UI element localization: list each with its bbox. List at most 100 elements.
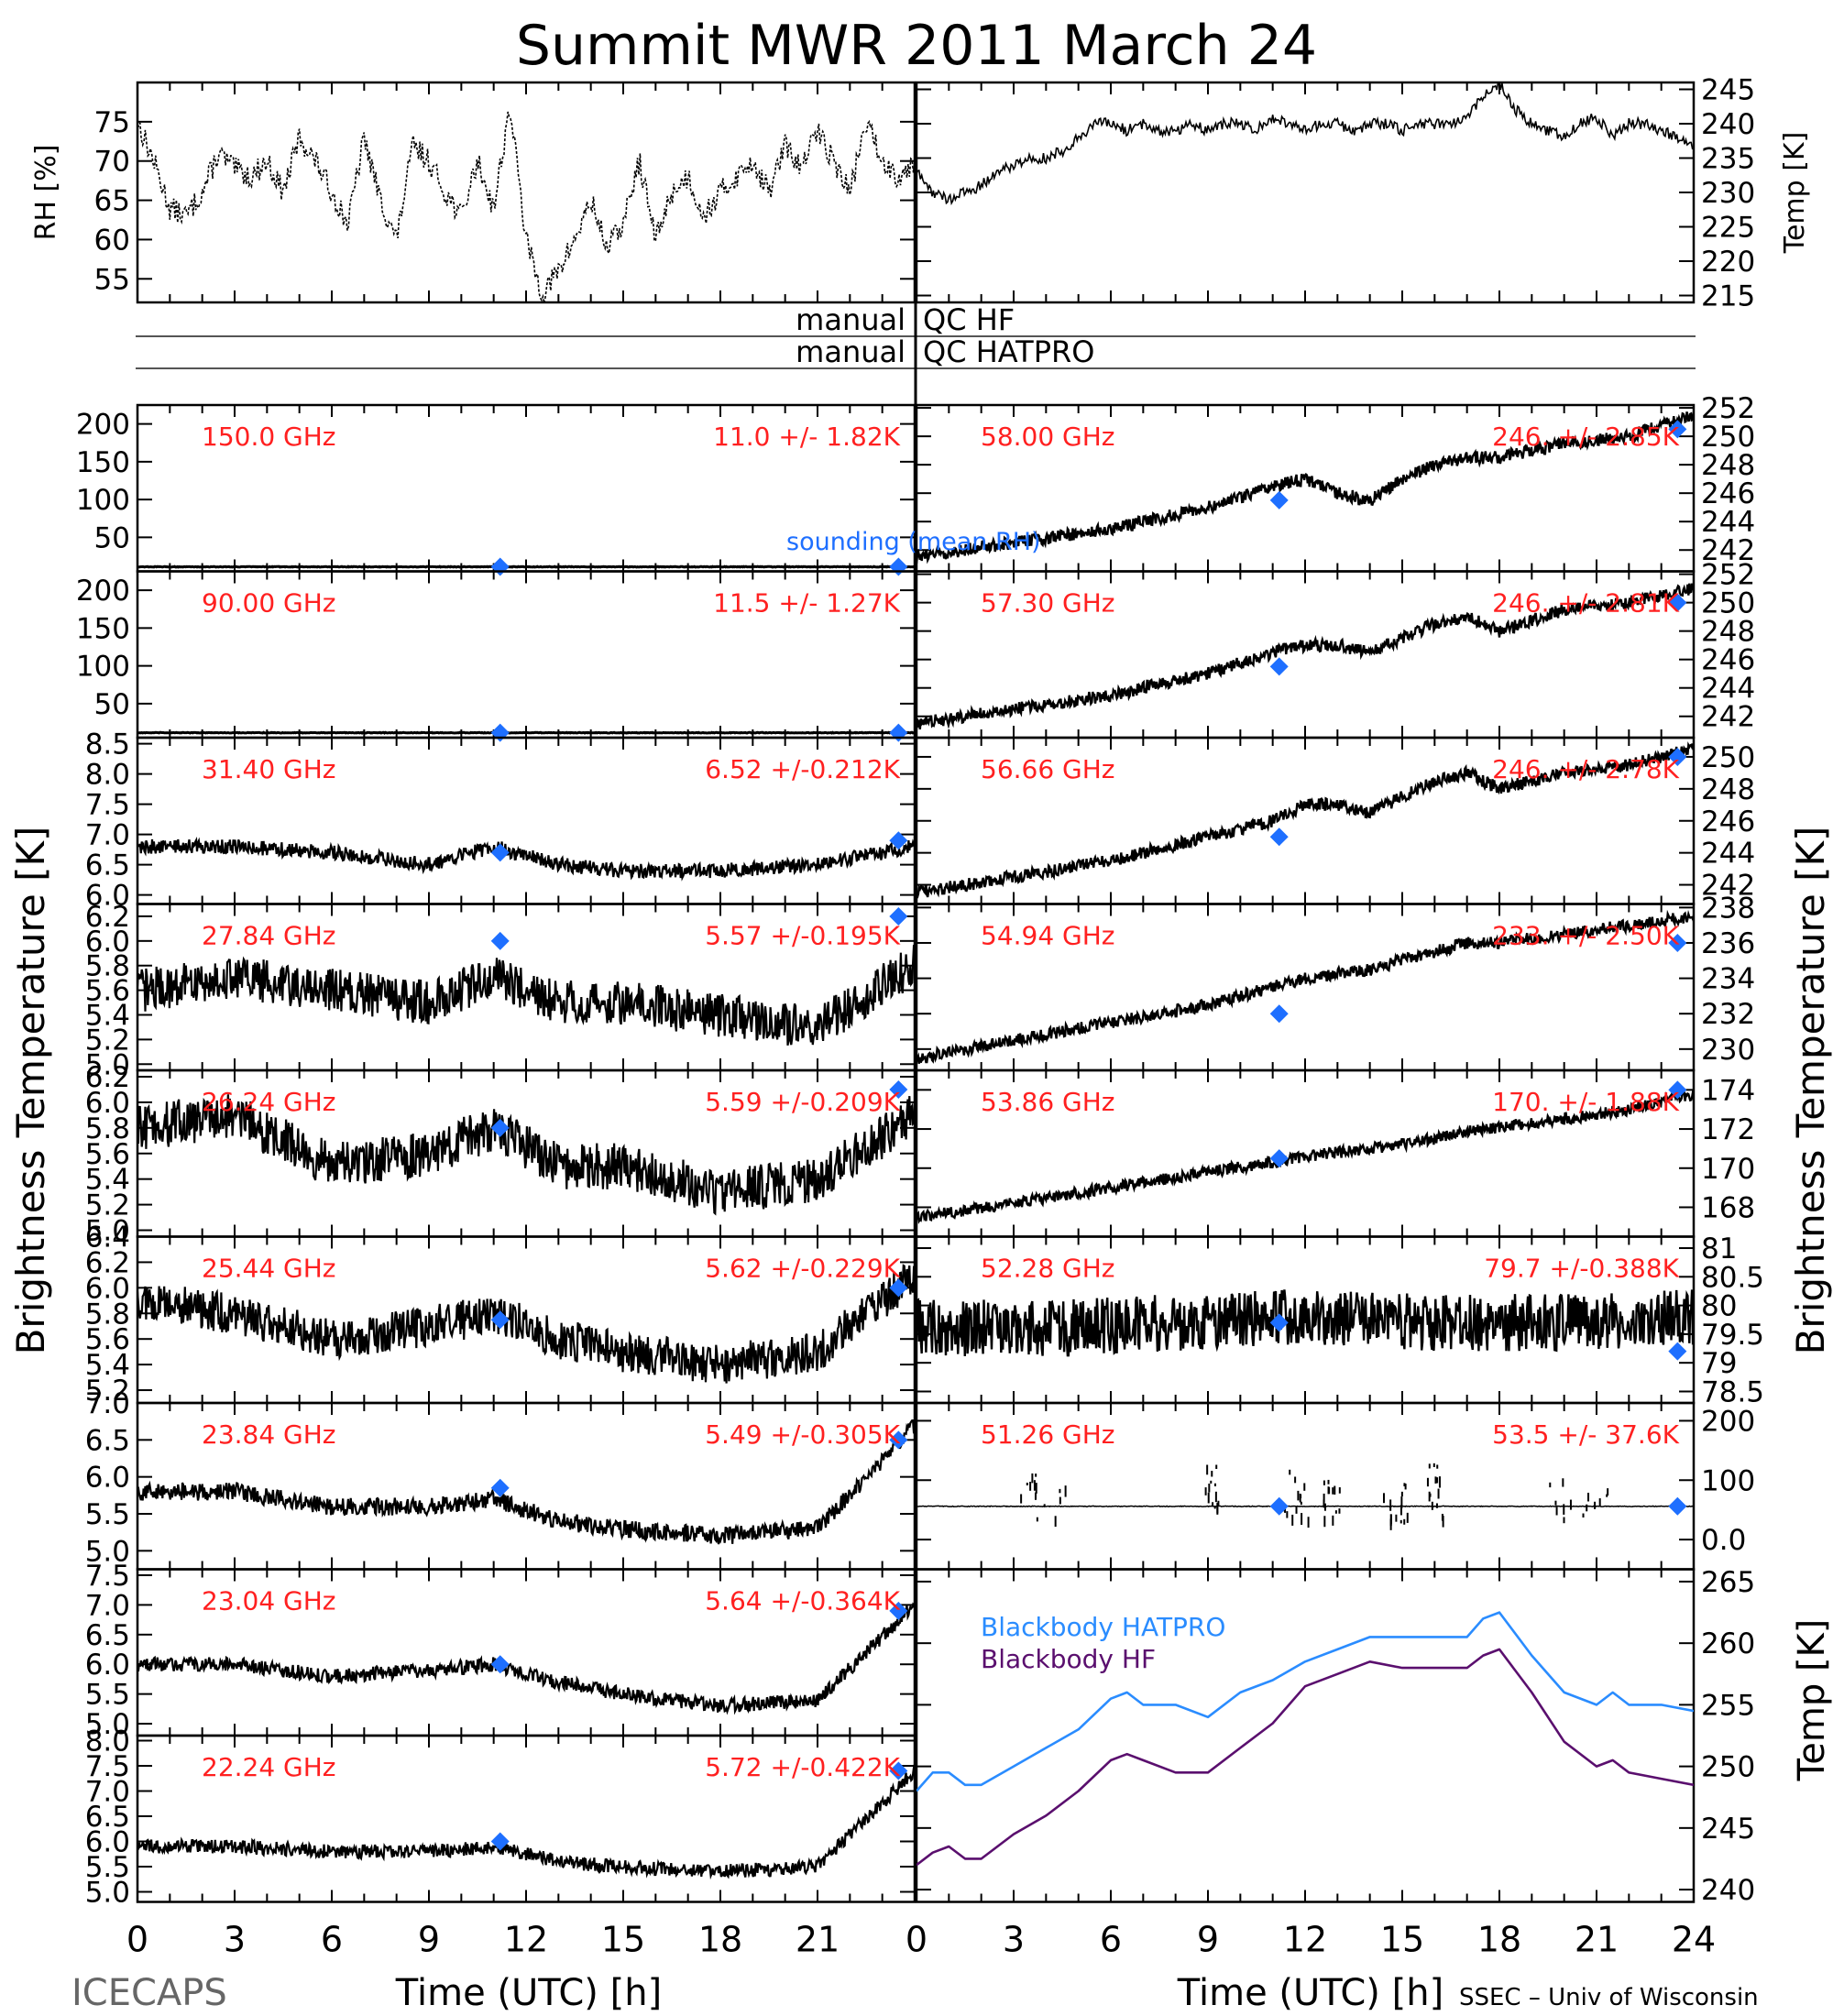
tb-outlier-point: [1297, 1490, 1300, 1501]
y-tick-label: 5.8: [85, 950, 130, 983]
tb-outlier-point: [1206, 1464, 1209, 1475]
panel-tb2384: 5.0 5.56.0 6.5 7.0 23.84 GHz 5.49 +/-0.305K: [85, 1387, 916, 1571]
tb-series-line: [137, 944, 915, 1046]
stat-label: 11.0 +/- 1.82K: [713, 422, 900, 452]
tb-outlier-point: [1400, 1491, 1403, 1497]
frequency-label: 53.86 GHz: [981, 1087, 1115, 1117]
tb-outlier-point: [1404, 1484, 1407, 1490]
stat-label: 53.5 +/- 37.6K: [1492, 1419, 1679, 1450]
tb-outlier-point: [1442, 1516, 1444, 1528]
tb-outlier-point: [1217, 1500, 1220, 1507]
tb-series-line: [916, 1289, 1694, 1357]
qc-hatpro-left-label: manual: [796, 334, 906, 369]
y-tick-label: 5.8: [85, 1298, 130, 1331]
y-tick-label: 6.0: [85, 1826, 130, 1859]
y-tick-label: 5.5: [85, 1498, 130, 1531]
y-tick-label: 5.2: [85, 1024, 130, 1057]
y-tick-label: 100: [76, 651, 130, 684]
y-tick-label: 220: [1701, 246, 1755, 279]
tb-outlier-point: [1428, 1463, 1431, 1469]
y-tick-label: 238: [1701, 892, 1755, 925]
tb-outlier-point: [1289, 1469, 1291, 1475]
y-tick-label: 252: [1701, 559, 1755, 592]
tb-outlier-point: [1033, 1480, 1036, 1491]
tb-outlier-point: [1554, 1500, 1557, 1506]
tb-outlier-point: [1594, 1501, 1597, 1509]
tb-outlier-point: [1301, 1513, 1303, 1525]
rh-series-line: [137, 111, 915, 302]
x-axis-right-ticks: 0 3 6 9 12 15 18 21 24: [906, 1920, 1716, 1960]
tb-outlier-point: [1429, 1493, 1432, 1497]
tb-series-line: [916, 583, 1694, 730]
tb-outlier-point: [1286, 1511, 1289, 1518]
sounding-marker: [1668, 1080, 1687, 1100]
tb-outlier-point: [1432, 1463, 1435, 1467]
tb-outlier-point: [1210, 1480, 1213, 1484]
sounding-marker: [1269, 657, 1289, 676]
tb-outlier-point: [1587, 1492, 1590, 1502]
tb-outlier-point: [1054, 1516, 1057, 1528]
y-tick-label: 5.4: [85, 1164, 130, 1197]
temp-axis-label: Temp [K]: [1779, 132, 1811, 255]
y-tick-label: 240: [1701, 1874, 1755, 1907]
y-tick-label: 6.5: [85, 849, 130, 882]
y-tick-label: 6.0: [85, 880, 130, 913]
x-tick-label: 18: [1477, 1920, 1521, 1960]
tb-outlier-point: [1323, 1516, 1326, 1528]
y-tick-label: 50: [94, 688, 130, 721]
y-tick-label: 230: [1701, 1034, 1755, 1067]
tb-outlier-point: [1323, 1499, 1325, 1508]
panel-blackbody: 240 245 250 255 260 265 Blackbody HATPROBlackb…: [915, 1566, 1833, 1907]
tb-series-line: [137, 730, 915, 735]
right-y-axis-label: Brightness Temperature [K]: [1788, 827, 1833, 1355]
tb-series-line: [137, 1094, 915, 1216]
stat-label: 5.72 +/-0.422K: [705, 1752, 900, 1782]
y-tick-label: 7.5: [85, 1750, 130, 1783]
y-tick-label: 6.4: [85, 1222, 130, 1255]
y-tick-label: 150: [76, 446, 130, 479]
tb-series-line: [916, 1090, 1694, 1224]
tb-outlier-point: [1026, 1482, 1028, 1485]
y-tick-label: 5.0: [85, 1877, 130, 1910]
tb-outlier-point: [1303, 1483, 1306, 1491]
tb-outlier-point: [1389, 1499, 1392, 1511]
tb-outlier-point: [1382, 1493, 1385, 1504]
tb-outlier-point: [1437, 1488, 1440, 1499]
sounding-marker: [889, 1079, 908, 1099]
tb-panels: 50 100 150 200 150.0 GHz 11.0 +/- 1.82K 50 100 1…: [76, 392, 1833, 1909]
qc-hf-right-label: QC HF: [923, 302, 1015, 337]
tb-outlier-point: [1400, 1496, 1403, 1509]
y-tick-label: 168: [1701, 1191, 1755, 1224]
y-tick-label: 7.0: [85, 1589, 130, 1622]
x-tick-label: 21: [796, 1920, 840, 1960]
stat-label: 11.5 +/- 1.27K: [713, 588, 900, 619]
tb-outlier-point: [1059, 1496, 1061, 1505]
stat-label: 5.59 +/-0.209K: [705, 1087, 900, 1117]
tb-series-line: [916, 909, 1694, 1064]
y-tick-label: 6.2: [85, 1246, 130, 1279]
tb-outlier-point: [1441, 1513, 1443, 1521]
tb-series-line: [137, 1264, 915, 1384]
tb-outlier-point: [1607, 1488, 1609, 1496]
y-tick-label: 172: [1701, 1113, 1755, 1146]
y-tick-label: 60: [94, 224, 130, 257]
y-tick-label: 7.0: [85, 1776, 130, 1809]
y-tick-label: 6.0: [85, 1462, 130, 1495]
tb-outlier-point: [1582, 1513, 1585, 1517]
y-tick-label: 55: [94, 263, 130, 296]
tb-outlier-point: [1323, 1480, 1325, 1485]
tb-outlier-point: [1598, 1498, 1601, 1507]
stat-label: 79.7 +/-0.388K: [1484, 1254, 1679, 1284]
y-tick-label: 6.5: [85, 1619, 130, 1652]
stat-label: 5.57 +/-0.195K: [705, 921, 900, 951]
sounding-marker: [889, 557, 908, 576]
sounding-marker: [889, 906, 908, 926]
panel-tb2224: 5.05.56.06.57.07.58.0 22.24 GHz 5.72 +/-0.…: [85, 1726, 916, 1910]
legend-blackbody-hf: Blackbody HF: [981, 1644, 1156, 1674]
frequency-label: 23.84 GHz: [202, 1419, 336, 1450]
y-tick-label: 7.5: [85, 1560, 130, 1593]
x-tick-label: 6: [1100, 1920, 1122, 1960]
tb-series-line: [916, 1505, 1694, 1508]
x-tick-label: 12: [504, 1920, 548, 1960]
